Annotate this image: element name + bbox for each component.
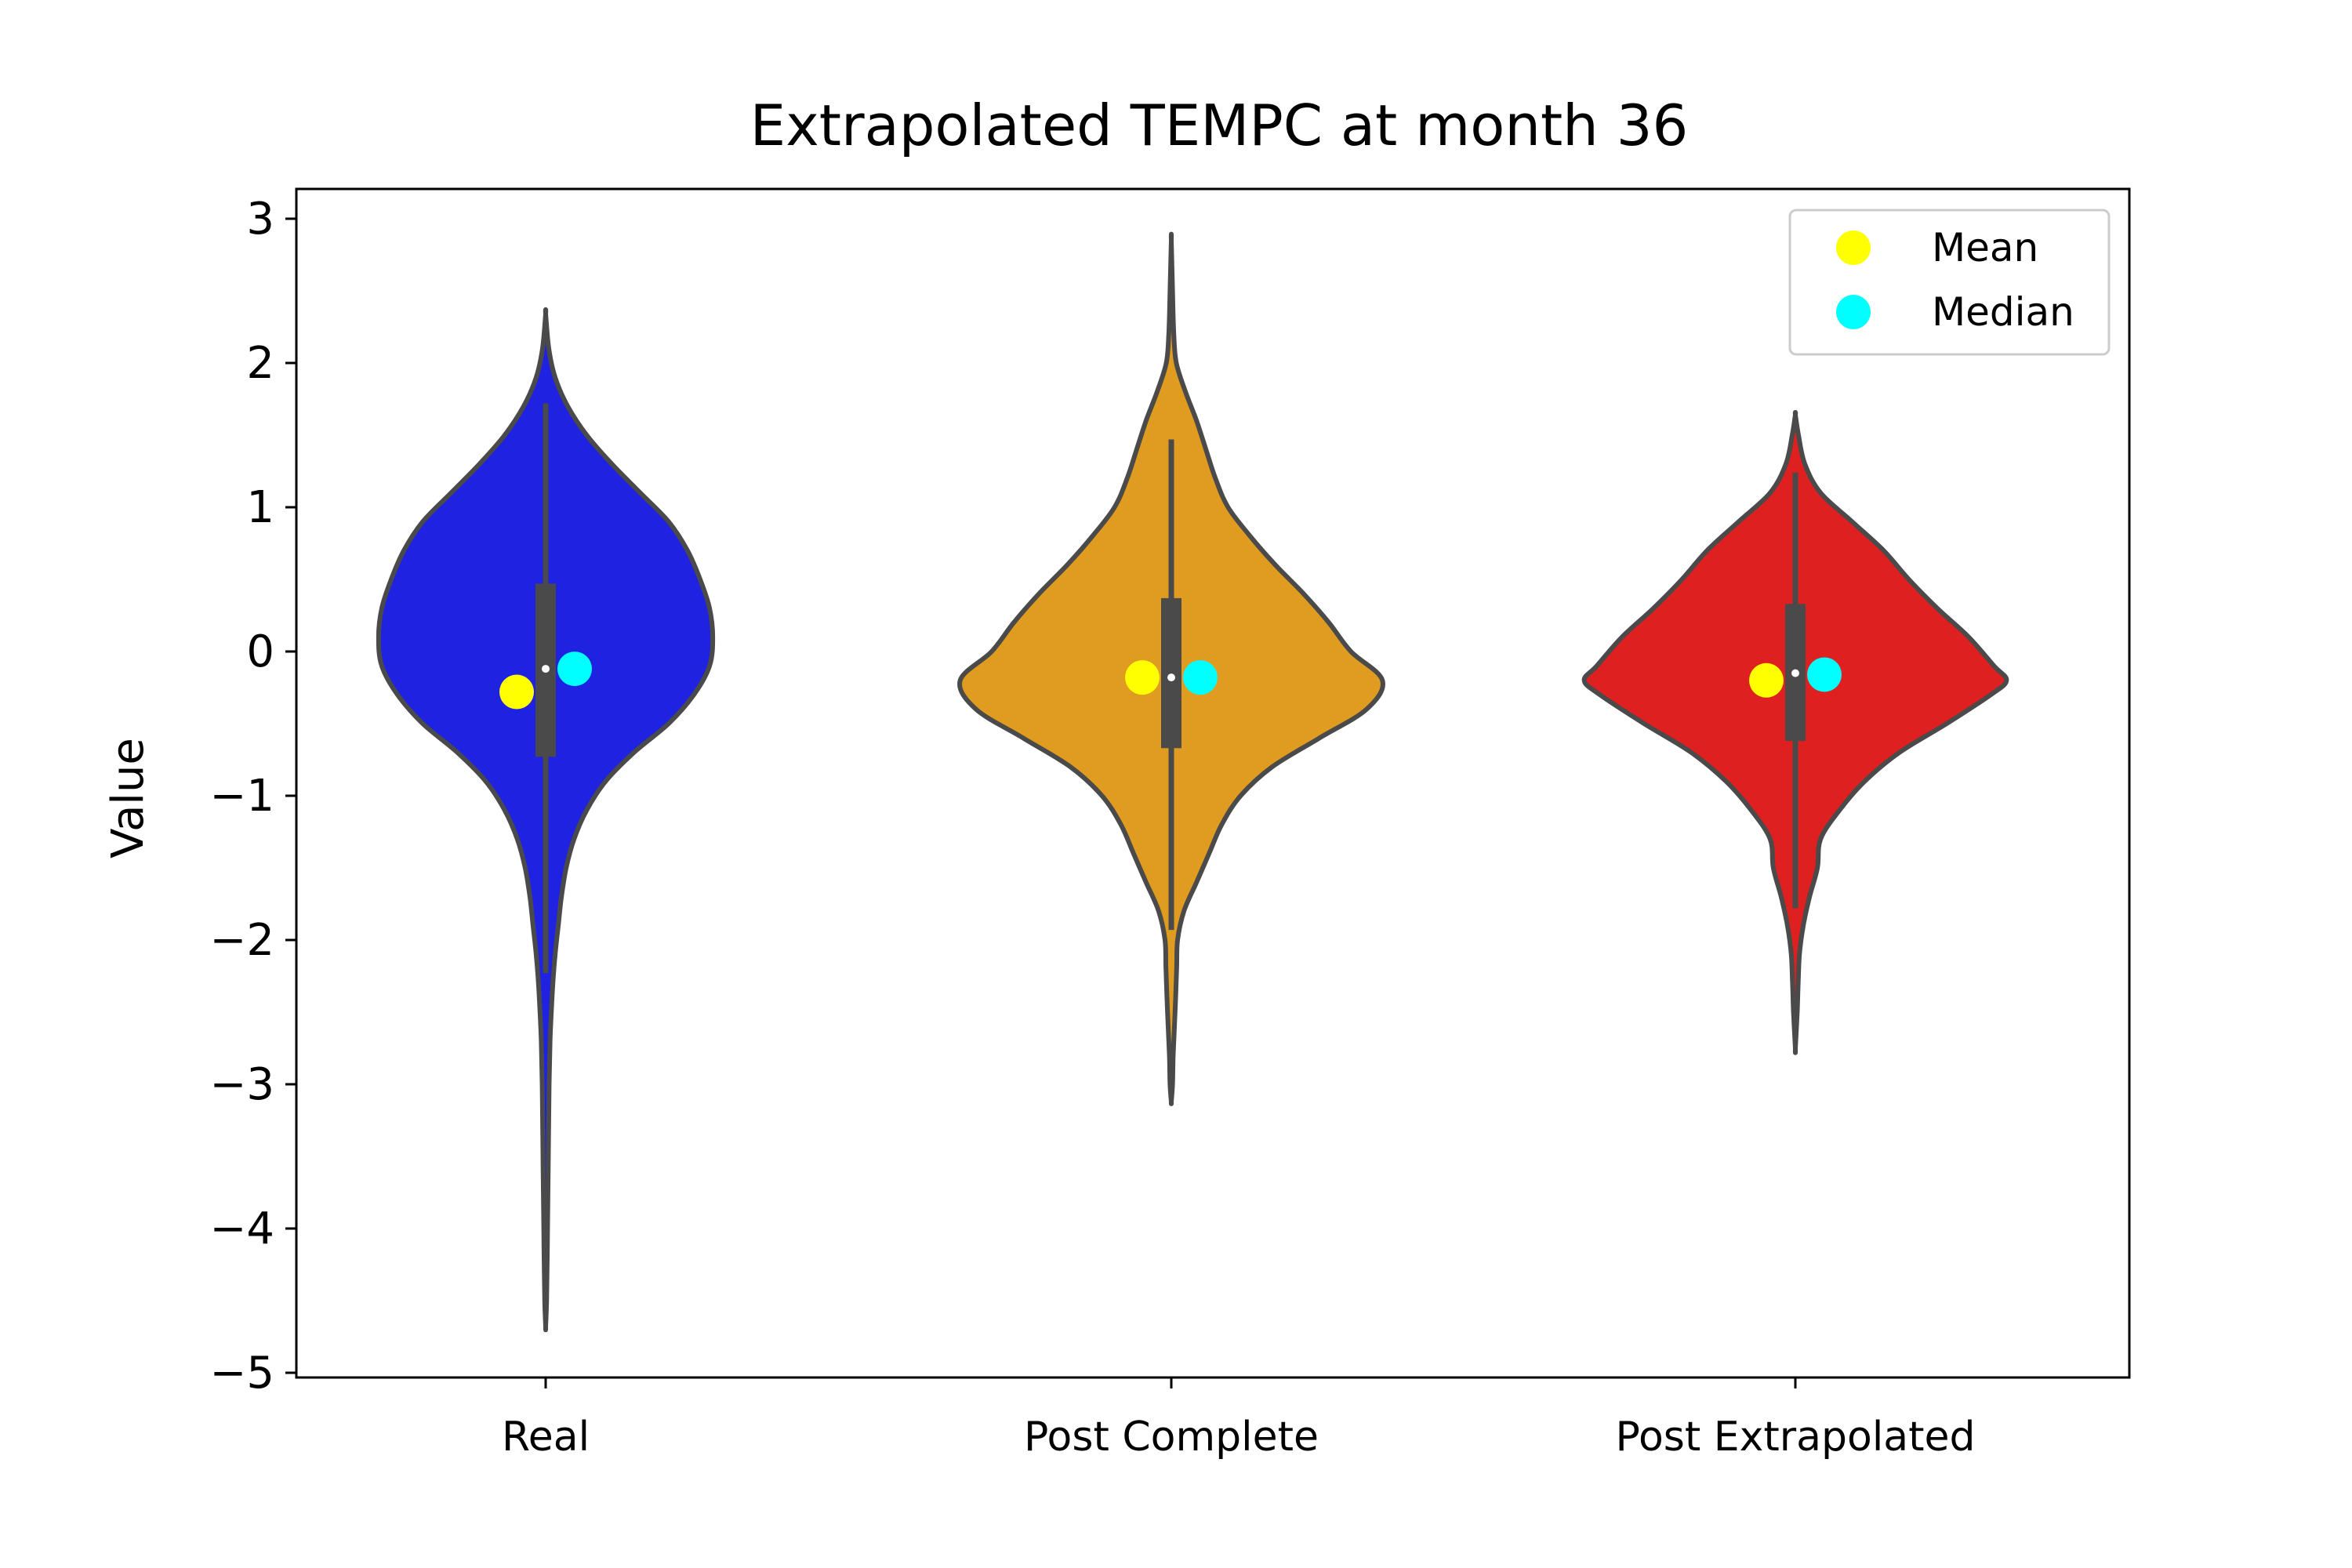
legend-marker (1836, 230, 1871, 265)
y-tick-label: −4 (209, 1203, 274, 1254)
violin-group (1581, 409, 2009, 1055)
box-median-dot (1791, 669, 1799, 677)
legend-marker (1836, 295, 1871, 329)
y-tick-label: 0 (246, 626, 274, 677)
mean-marker (1125, 660, 1160, 695)
mean-marker (499, 674, 534, 710)
violin-group (957, 231, 1385, 1106)
legend: Mean Median (1788, 209, 2111, 356)
legend-label: Median (1932, 289, 2074, 335)
box-median-dot (1167, 673, 1175, 682)
y-tick-label: −1 (209, 771, 274, 822)
box-median-dot (542, 665, 550, 673)
legend-label: Mean (1932, 225, 2038, 270)
y-tick-label: 2 (246, 338, 274, 389)
chart-title: Extrapolated TEMPC at month 36 (750, 93, 1689, 158)
plot-frame (295, 187, 2131, 1379)
x-tick-label: Post Extrapolated (1615, 1414, 1975, 1461)
iqr-box (1161, 597, 1181, 749)
y-tick-label: 3 (246, 194, 274, 245)
x-tick-label: Real (502, 1414, 590, 1461)
y-tick-label: 1 (246, 482, 274, 533)
y-tick-label: −3 (209, 1059, 274, 1110)
median-marker (1183, 660, 1218, 695)
x-tick-label: Post Complete (1024, 1414, 1319, 1461)
violin-group (376, 307, 716, 1333)
y-axis-label: Value (103, 738, 154, 858)
median-marker (1807, 657, 1842, 692)
y-tick-label: −5 (209, 1348, 274, 1399)
median-marker (557, 652, 592, 687)
y-tick-label: −2 (209, 915, 274, 966)
mean-marker (1749, 662, 1784, 698)
